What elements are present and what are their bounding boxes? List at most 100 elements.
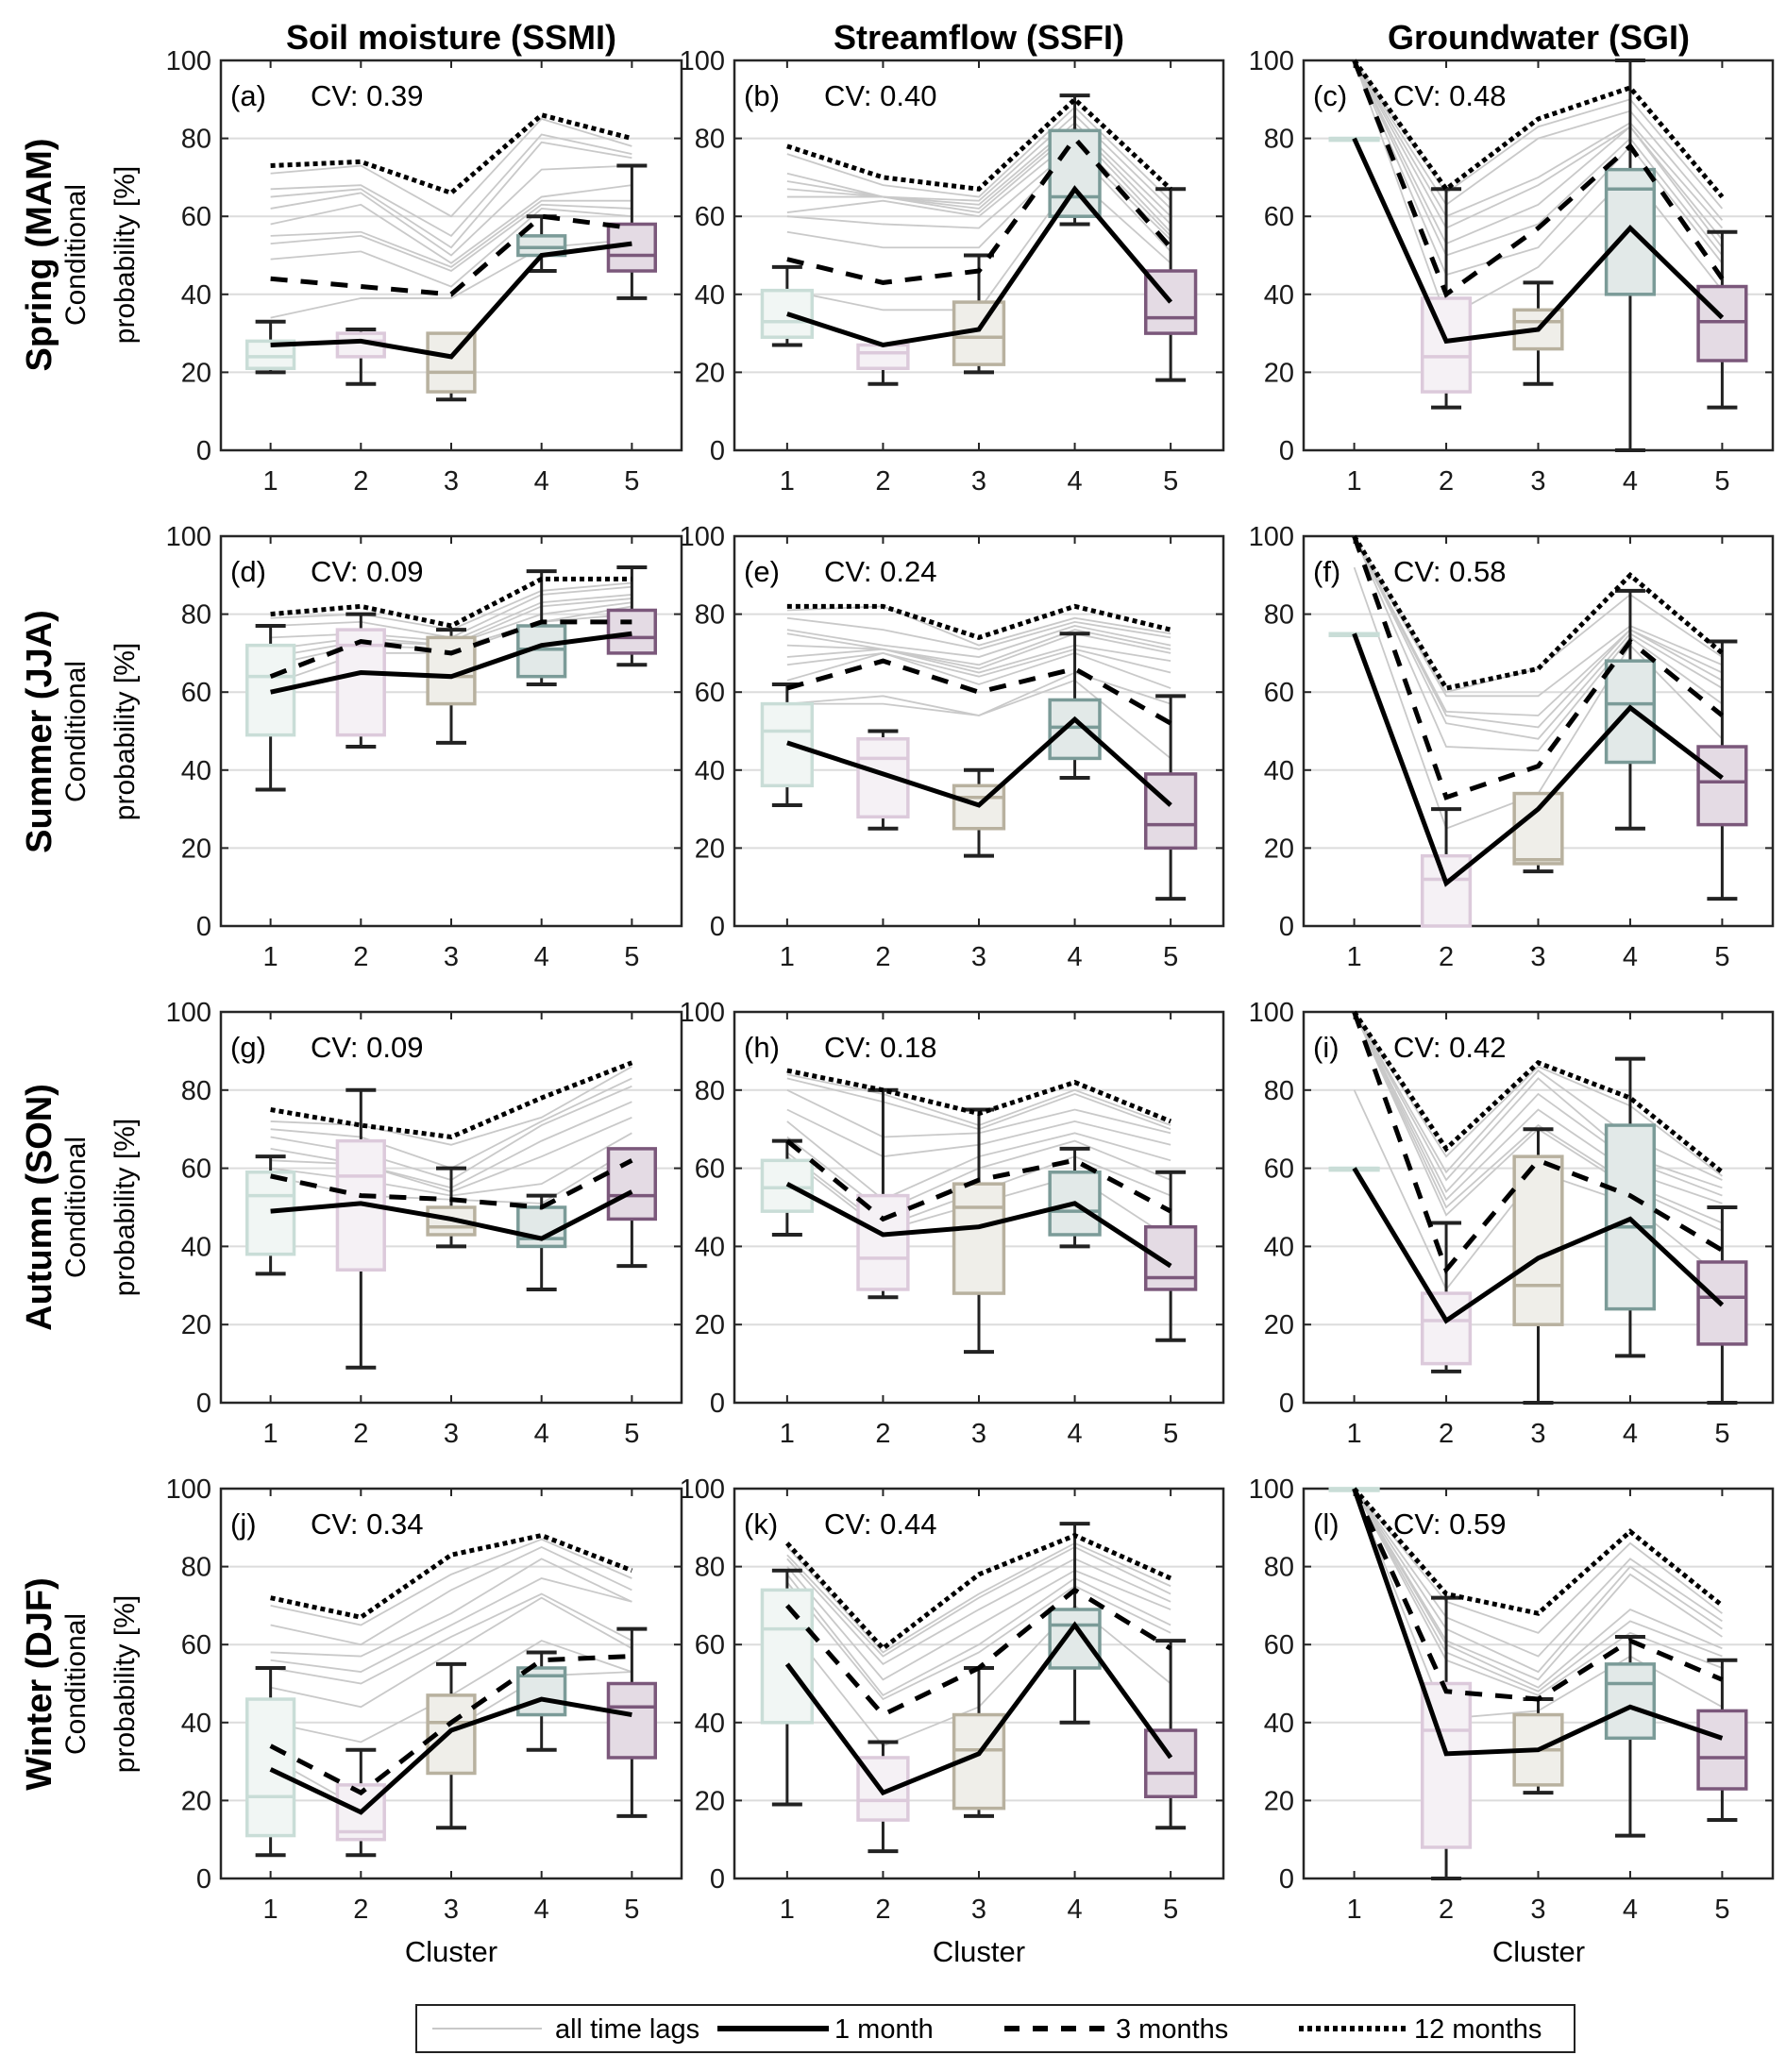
y-tick-label: 80 bbox=[181, 1553, 211, 1583]
y-tick-label: 20 bbox=[695, 834, 725, 864]
y-tick-label: 60 bbox=[1264, 1154, 1294, 1185]
panel-label: (c) bbox=[1313, 79, 1347, 112]
y-tick-label: 80 bbox=[1264, 1553, 1294, 1583]
cv-annotation: CV: 0.18 bbox=[824, 1031, 936, 1064]
lag-line bbox=[1353, 59, 1724, 210]
x-tick-label: 3 bbox=[1530, 466, 1545, 497]
line-1-month bbox=[1352, 632, 1724, 887]
ylabel-line2-row2: probability [%] bbox=[110, 643, 141, 820]
line-3-months bbox=[1352, 1011, 1724, 1275]
lag-line bbox=[1353, 59, 1724, 221]
y-tick-label: 40 bbox=[695, 756, 725, 786]
x-tick-label: 1 bbox=[263, 1895, 278, 1925]
x-tick-label: 4 bbox=[1623, 1419, 1638, 1449]
box-cluster-4 bbox=[1048, 128, 1102, 218]
line-1-month bbox=[270, 241, 632, 360]
panel-e: 0 20 40 60 80 100 1 2 3 4 5 (e) CV: 0.24 bbox=[680, 522, 1225, 972]
box-cluster-5 bbox=[606, 608, 658, 655]
lag-line bbox=[1353, 1011, 1723, 1197]
lag-line bbox=[786, 629, 1171, 666]
column-title-soil-moisture: Soil moisture (SSMI) bbox=[286, 18, 616, 57]
box-cluster-2 bbox=[856, 343, 910, 371]
line-3-months bbox=[1352, 59, 1725, 298]
y-tick-label: 40 bbox=[181, 1232, 211, 1262]
y-tick-label: 100 bbox=[166, 522, 211, 552]
x-tick-label: 1 bbox=[1347, 466, 1362, 497]
y-tick-label: 40 bbox=[695, 280, 725, 311]
line-1-month bbox=[270, 631, 632, 695]
box-cluster-5 bbox=[1696, 745, 1748, 827]
y-tick-label: 20 bbox=[1264, 358, 1294, 388]
line-12-months bbox=[1352, 1487, 1724, 1616]
y-tick-label: 100 bbox=[1249, 46, 1294, 76]
y-tick-label: 60 bbox=[695, 202, 725, 232]
lag-line bbox=[786, 1566, 1171, 1681]
x-tick-label: 4 bbox=[534, 466, 549, 497]
box-cluster-5 bbox=[606, 1681, 658, 1760]
lag-line bbox=[1353, 1011, 1723, 1224]
x-tick-label: 5 bbox=[624, 1419, 639, 1449]
box-cluster-5 bbox=[1143, 1728, 1198, 1799]
y-tick-label: 40 bbox=[1264, 280, 1294, 311]
x-tick-label: 5 bbox=[1714, 1419, 1729, 1449]
lag-line bbox=[786, 644, 1171, 674]
lag-line bbox=[1353, 59, 1724, 229]
panel-k: 0 20 40 60 80 100 1 2 3 4 5 (k) CV: 0.44 bbox=[680, 1474, 1225, 1925]
panel-label: (b) bbox=[744, 79, 780, 112]
x-tick-label: 2 bbox=[875, 1895, 890, 1925]
x-tick-label: 1 bbox=[780, 1419, 795, 1449]
lag-line bbox=[1353, 535, 1723, 716]
panel-f: 0 20 40 60 80 100 1 2 3 4 5 (f) CV: 0.58 bbox=[1249, 522, 1775, 972]
y-tick-label: 60 bbox=[1264, 678, 1294, 708]
box-cluster-2 bbox=[1420, 1291, 1473, 1366]
x-tick-label: 2 bbox=[1439, 1895, 1454, 1925]
lag-line bbox=[270, 208, 632, 288]
box-cluster-4 bbox=[1048, 698, 1102, 761]
legend-label-1-month: 1 month bbox=[834, 2014, 934, 2045]
y-tick-label: 80 bbox=[181, 125, 211, 155]
x-tick-label: 3 bbox=[444, 942, 459, 972]
cv-annotation: CV: 0.42 bbox=[1393, 1031, 1506, 1064]
x-tick-label: 5 bbox=[1714, 942, 1729, 972]
x-tick-label: 4 bbox=[1067, 1895, 1082, 1925]
lag-line bbox=[270, 1577, 632, 1674]
lag-line bbox=[1353, 59, 1724, 257]
box-cluster-2 bbox=[1420, 296, 1473, 394]
cv-annotation: CV: 0.09 bbox=[311, 555, 423, 588]
cv-annotation: CV: 0.58 bbox=[1393, 555, 1506, 588]
x-tick-label: 4 bbox=[1067, 466, 1082, 497]
x-tick-label: 2 bbox=[353, 466, 368, 497]
panel-label: (j) bbox=[230, 1508, 257, 1541]
line-12-months bbox=[270, 1060, 633, 1140]
y-tick-label: 80 bbox=[695, 125, 725, 155]
x-tick-label: 1 bbox=[1347, 942, 1362, 972]
line-3-months bbox=[270, 1158, 633, 1210]
y-tick-label: 0 bbox=[196, 912, 211, 942]
y-tick-label: 100 bbox=[166, 46, 211, 76]
y-tick-label: 0 bbox=[1279, 912, 1294, 942]
x-tick-label: 4 bbox=[534, 1895, 549, 1925]
lag-line bbox=[270, 1592, 632, 1685]
y-tick-label: 100 bbox=[166, 1474, 211, 1505]
lag-line bbox=[1353, 59, 1724, 248]
y-tick-label: 0 bbox=[710, 1864, 725, 1895]
lag-line bbox=[1353, 1011, 1723, 1189]
x-tick-label: 2 bbox=[353, 1895, 368, 1925]
line-3-months bbox=[786, 134, 1173, 285]
line-12-months bbox=[786, 95, 1172, 192]
cv-annotation: CV: 0.40 bbox=[824, 79, 936, 112]
box-cluster-2 bbox=[1420, 853, 1473, 928]
x-tick-label: 5 bbox=[1163, 1895, 1178, 1925]
x-tick-label: 2 bbox=[1439, 942, 1454, 972]
panel-l: 0 20 40 60 80 100 1 2 3 4 5 (l) CV: 0.59 bbox=[1249, 1474, 1775, 1925]
lag-line bbox=[270, 117, 632, 218]
y-tick-label: 40 bbox=[181, 1709, 211, 1739]
y-tick-label: 0 bbox=[196, 436, 211, 466]
lag-line bbox=[786, 121, 1171, 217]
y-tick-label: 0 bbox=[1279, 1864, 1294, 1895]
row-title-spring: Spring (MAM) bbox=[20, 139, 59, 372]
y-tick-label: 80 bbox=[695, 1076, 725, 1106]
y-tick-label: 100 bbox=[680, 522, 725, 552]
line-12-months bbox=[270, 112, 632, 196]
panel-label: (a) bbox=[230, 79, 266, 112]
